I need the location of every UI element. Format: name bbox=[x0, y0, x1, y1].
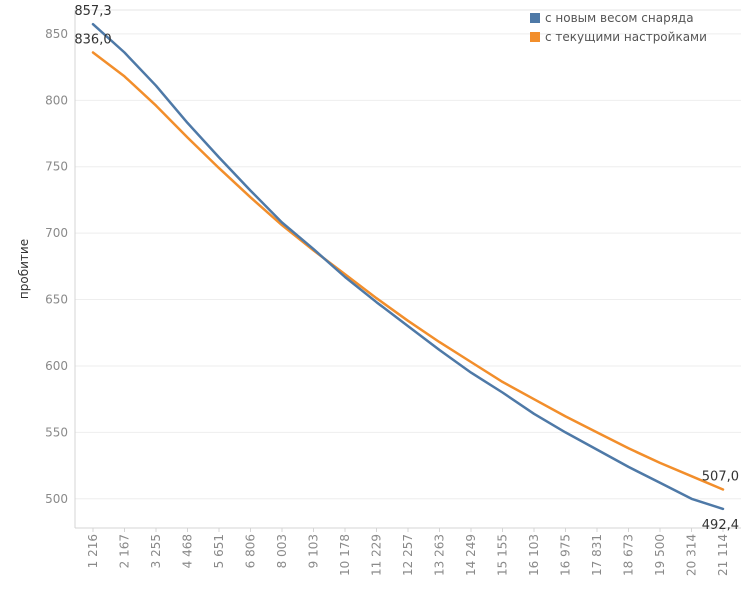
x-tick-label: 14 249 bbox=[464, 534, 478, 576]
x-tick-label: 11 229 bbox=[370, 534, 384, 576]
data-label: 507,0 bbox=[702, 469, 739, 484]
series-line bbox=[91, 51, 725, 491]
x-tick-label: 19 500 bbox=[653, 534, 667, 576]
x-tick-label: 2 167 bbox=[118, 534, 132, 568]
y-tick-label: 800 bbox=[45, 93, 68, 107]
data-labels: 857,3 836,0 507,0 492,4 bbox=[74, 4, 739, 533]
legend-swatch bbox=[530, 13, 540, 23]
x-ticks: 1 216 2 167 3 255 4 468 5 651 6 806 8 003 9 103… bbox=[86, 528, 730, 576]
x-tick-label: 3 255 bbox=[149, 534, 163, 568]
x-tick-label: 16 975 bbox=[559, 534, 573, 576]
data-label: 857,3 bbox=[74, 4, 111, 19]
x-tick-label: 6 806 bbox=[244, 534, 258, 568]
legend: с новым весом снаряда с текущими настройк… bbox=[530, 11, 707, 44]
legend-label: с новым весом снаряда bbox=[545, 11, 694, 25]
x-tick-label: 18 673 bbox=[622, 534, 636, 576]
x-tick-label: 16 103 bbox=[527, 534, 541, 576]
x-tick-label: 9 103 bbox=[307, 534, 321, 568]
data-label: 492,4 bbox=[702, 518, 739, 533]
x-tick-label: 8 003 bbox=[275, 534, 289, 568]
x-tick-label: 17 831 bbox=[590, 534, 604, 576]
x-tick-label: 20 314 bbox=[685, 534, 699, 576]
axes bbox=[74, 9, 741, 529]
y-tick-label: 750 bbox=[45, 160, 68, 174]
x-tick-label: 21 114 bbox=[716, 534, 730, 576]
y-tick-label: 700 bbox=[45, 226, 68, 240]
data-label: 836,0 bbox=[74, 33, 111, 48]
grid bbox=[75, 33, 741, 500]
y-ticks: 500 550 600 650 700 750 800 850 bbox=[45, 27, 68, 506]
x-tick-label: 4 468 bbox=[181, 534, 195, 568]
x-tick-label: 15 155 bbox=[496, 534, 510, 576]
y-tick-label: 500 bbox=[45, 492, 68, 506]
y-tick-label: 550 bbox=[45, 425, 68, 439]
legend-label: с текущими настройками bbox=[545, 30, 707, 44]
legend-swatch bbox=[530, 32, 540, 42]
y-tick-label: 650 bbox=[45, 293, 68, 307]
x-tick-label: 12 257 bbox=[401, 534, 415, 576]
x-tick-label: 13 263 bbox=[433, 534, 447, 576]
y-tick-label: 850 bbox=[45, 27, 68, 41]
x-tick-label: 10 178 bbox=[338, 534, 352, 576]
x-tick-label: 5 651 bbox=[212, 534, 226, 568]
x-tick-label: 1 216 bbox=[86, 534, 100, 568]
y-tick-label: 600 bbox=[45, 359, 68, 373]
series-line bbox=[91, 22, 725, 511]
y-axis-title: пробитие bbox=[17, 239, 31, 299]
series bbox=[91, 22, 725, 511]
